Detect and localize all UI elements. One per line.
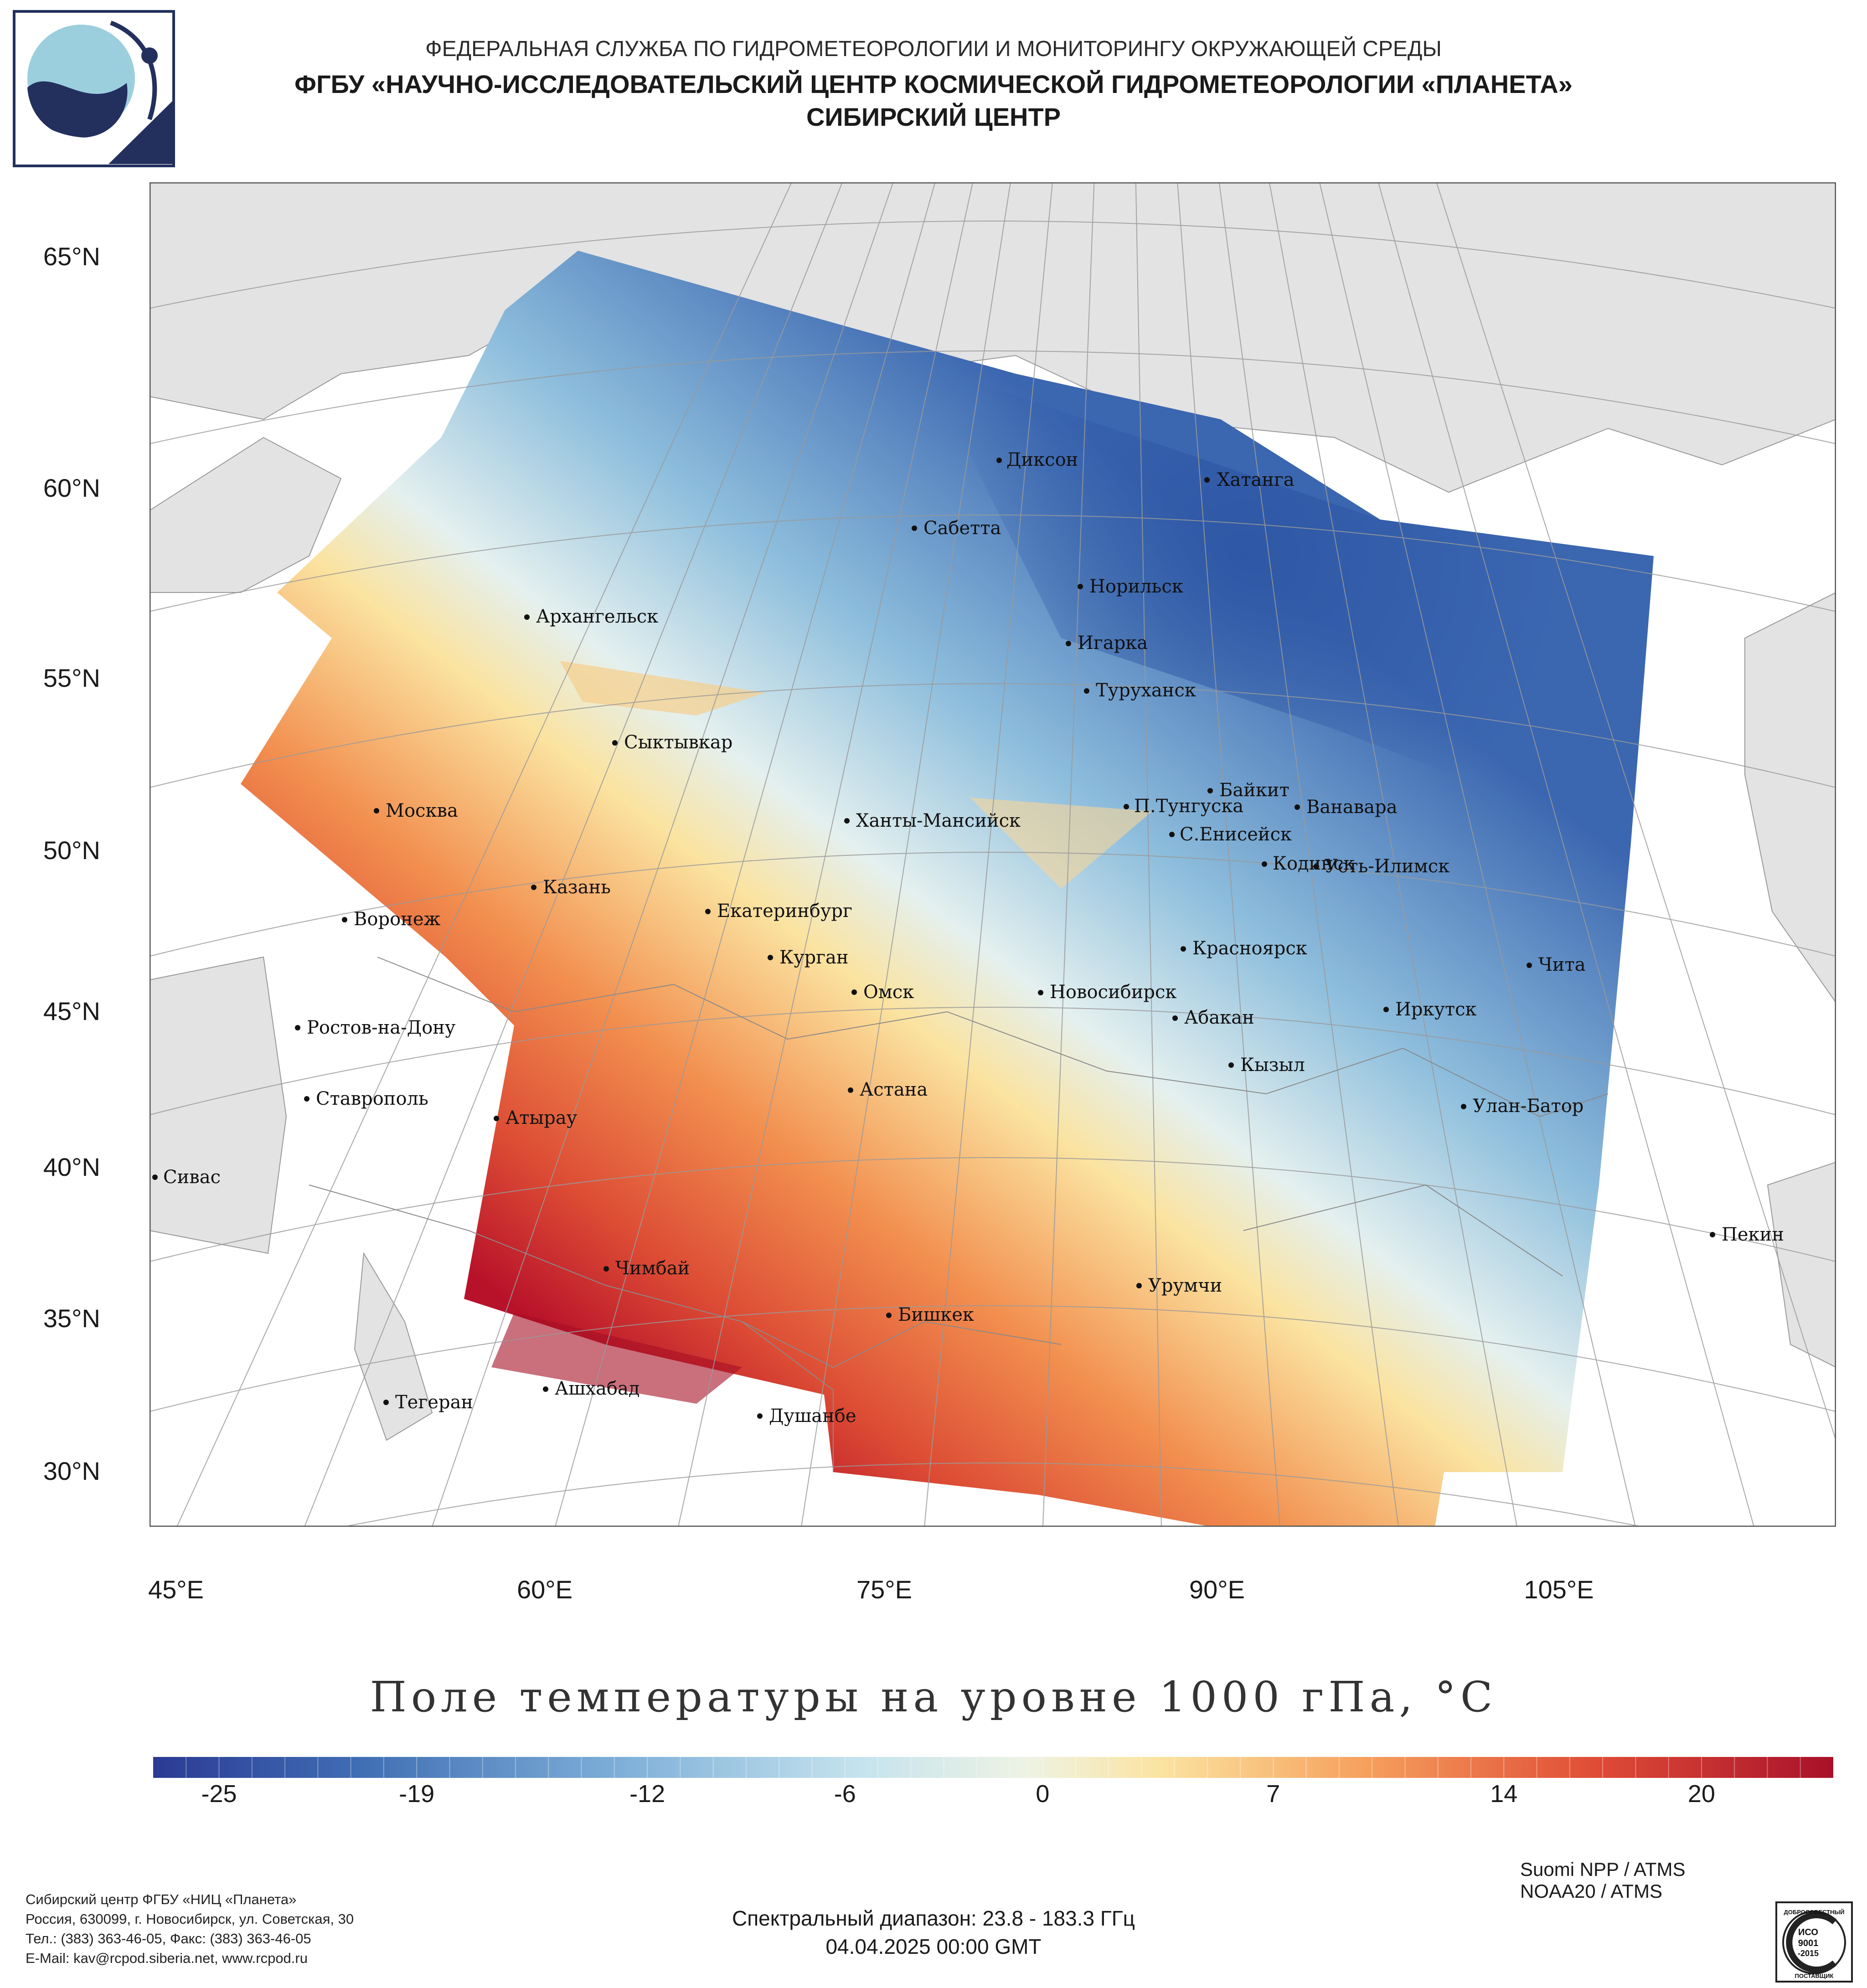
lat-label: 35°N	[43, 1304, 100, 1333]
colorbar-tick-label: -6	[834, 1780, 856, 1808]
organization-contacts: Сибирский центр ФГБУ «НИЦ «Планета» Росс…	[26, 1890, 354, 1968]
lon-label: 45°E	[148, 1575, 204, 1604]
city-label: Москва	[386, 800, 458, 821]
temperature-map: Диксон Хатанга Сабетта Норильск Архангел…	[150, 182, 1836, 1527]
observation-datetime: 04.04.2025 00:00 GMT	[825, 1935, 1042, 1958]
city-markers: Диксон Хатанга Сабетта Норильск Архангел…	[152, 449, 1784, 1427]
city-label: Иркутск	[1395, 999, 1477, 1020]
iso-text: ИСО	[1798, 1927, 1818, 1937]
product-info: Спектральный диапазон: 23.8 - 183.3 ГГц …	[0, 1904, 1867, 1961]
lon-label: 60°E	[516, 1575, 573, 1604]
city-label: Ханты-Мансийск	[856, 810, 1021, 831]
city-label: Душанбе	[769, 1406, 856, 1427]
org-line: Сибирский центр ФГБУ «НИЦ «Планета»	[26, 1891, 297, 1907]
city-label: Казань	[543, 877, 611, 898]
city-label: Сивас	[163, 1167, 221, 1188]
lon-label: 75°E	[856, 1575, 913, 1604]
satellite-list: Suomi NPP / ATMS NOAA20 / ATMS	[1520, 1859, 1686, 1902]
header-agency: ФЕДЕРАЛЬНАЯ СЛУЖБА ПО ГИДРОМЕТЕОРОЛОГИИ …	[425, 37, 1442, 61]
lat-label: 55°N	[43, 664, 100, 692]
colorbar	[153, 1757, 1833, 1778]
colorbar-tick-label: -19	[399, 1780, 435, 1808]
header-institute: ФГБУ «НАУЧНО-ИССЛЕДОВАТЕЛЬСКИЙ ЦЕНТР КОС…	[294, 70, 1573, 98]
city-label: Чимбай	[615, 1258, 690, 1279]
city-label: Чита	[1538, 954, 1586, 975]
colorbar-tick-label: 20	[1687, 1780, 1715, 1808]
city-label: Архангельск	[536, 606, 658, 627]
lat-label: 45°N	[43, 997, 100, 1025]
city-label: Урумчи	[1148, 1275, 1222, 1296]
iso-top-text: ДОБРОСОВЕСТНЫЙ	[1784, 1909, 1844, 1916]
city-label: Атырау	[505, 1107, 578, 1128]
colorbar-tick-label: 0	[1036, 1780, 1050, 1808]
org-line: E-Mail: kav@rcpod.siberia.net, www.rcpod…	[26, 1950, 308, 1966]
city-label: Диксон	[1006, 449, 1078, 470]
borders	[309, 957, 1609, 1472]
city-label: Ростов-на-Дону	[307, 1017, 456, 1038]
city-label: Астана	[860, 1079, 928, 1100]
city-label: Курган	[779, 947, 849, 968]
city-label: Байкит	[1219, 780, 1289, 801]
city-label: П.Тунгуска	[1134, 796, 1243, 817]
city-label: Омск	[863, 982, 914, 1003]
iso-text: 9001	[1798, 1938, 1819, 1948]
city-label: Красноярск	[1192, 938, 1307, 959]
org-line: Россия, 630099, г. Новосибирск, ул. Сове…	[26, 1911, 354, 1927]
city-label: Улан-Батор	[1473, 1096, 1583, 1117]
lon-label: 90°E	[1189, 1575, 1245, 1604]
city-label: Норильск	[1089, 576, 1183, 597]
map-title: Поле температуры на уровне 1000 гПа, °С	[370, 1673, 1497, 1721]
temperature-field	[241, 251, 1654, 1527]
iso-text: -2015	[1798, 1949, 1819, 1958]
satellite-line: Suomi NPP / ATMS	[1520, 1859, 1686, 1880]
satellite-line: NOAA20 / ATMS	[1520, 1880, 1662, 1902]
colorbar-tick-label: -25	[201, 1780, 237, 1808]
city-label: Кодинск	[1273, 853, 1355, 874]
colorbar-tick-label: 7	[1266, 1780, 1280, 1808]
city-label: Воронеж	[354, 909, 440, 930]
iso-bottom-text: ПОСТАВЩИК	[1795, 1973, 1834, 1979]
lat-label: 30°N	[43, 1457, 100, 1485]
header-center: СИБИРСКИЙ ЦЕНТР	[806, 103, 1061, 131]
city-label: Бишкек	[898, 1304, 974, 1325]
spectral-range: Спектральный диапазон: 23.8 - 183.3 ГГц	[732, 1906, 1135, 1930]
city-label: Сыктывкар	[624, 732, 732, 753]
lat-label: 50°N	[43, 836, 100, 865]
city-label: Усть-Илимск	[1325, 856, 1449, 877]
city-label: Ашхабад	[555, 1378, 640, 1399]
city-label: Тегеран	[395, 1392, 473, 1413]
lat-label: 60°N	[43, 474, 100, 502]
city-label: Абакан	[1184, 1007, 1254, 1028]
city-label: Туруханск	[1096, 680, 1196, 701]
city-label: Новосибирск	[1050, 982, 1176, 1003]
city-label: С.Енисейск	[1180, 824, 1292, 845]
city-label: Игарка	[1078, 633, 1148, 654]
planeta-logo-icon	[13, 10, 175, 167]
lat-label: 40°N	[43, 1153, 100, 1181]
lon-label: 105°E	[1524, 1575, 1594, 1604]
city-label: Сабетта	[923, 518, 1001, 539]
city-label: Ставрополь	[316, 1088, 428, 1109]
city-label: Ванавара	[1306, 797, 1398, 818]
lat-label: 65°N	[43, 242, 100, 271]
graticule	[150, 182, 1836, 1527]
city-label: Пекин	[1722, 1224, 1784, 1245]
colorbar-tick-label: -12	[629, 1780, 665, 1808]
city-label: Кызыл	[1240, 1055, 1305, 1076]
org-line: Тел.: (383) 363-46-05, Факс: (383) 363-4…	[26, 1931, 311, 1947]
colorbar-tick-label: 14	[1490, 1780, 1518, 1808]
city-label: Хатанга	[1217, 469, 1295, 490]
iso-badge-icon: ДОБРОСОВЕСТНЫЙ ИСО 9001 -2015 ПОСТАВЩИК	[1775, 1901, 1853, 1983]
city-label: Екатеринбург	[717, 901, 852, 922]
